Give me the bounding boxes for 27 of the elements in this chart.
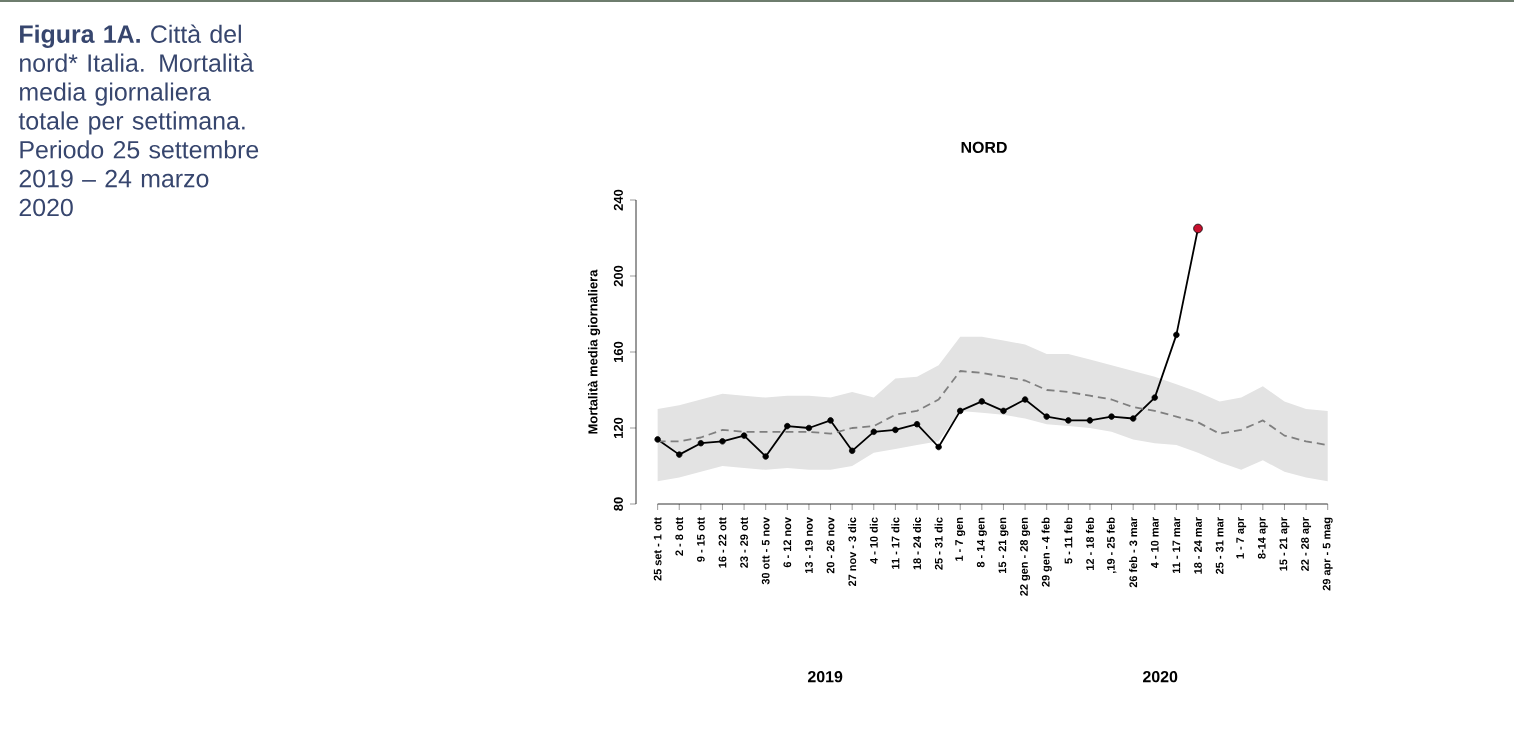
- point: [719, 438, 726, 445]
- point: [805, 424, 813, 432]
- point: [892, 426, 899, 434]
- point: [978, 398, 986, 405]
- point: [1129, 415, 1137, 422]
- point: [740, 432, 748, 439]
- point: [1151, 394, 1158, 401]
- point: [1193, 223, 1203, 234]
- point: [957, 407, 964, 415]
- point: [1108, 413, 1115, 420]
- point: [913, 421, 921, 428]
- point: [1043, 413, 1050, 420]
- point: [870, 428, 877, 435]
- point: [762, 453, 769, 460]
- point: [1000, 407, 1007, 415]
- point: [1173, 331, 1180, 339]
- point: [827, 417, 834, 424]
- point: [784, 422, 791, 430]
- point: [1065, 417, 1072, 424]
- text: Figura 1A. Città del nord* Italia. Mortalità media giornaliera totale per settimana. Periodo 25 settembre 2019 – 24 marzo 2020: [18, 24, 259, 217]
- point: [676, 451, 683, 458]
- point: [697, 440, 705, 447]
- point: [935, 443, 942, 451]
- point: [1021, 396, 1029, 403]
- point: [1086, 417, 1094, 424]
- point: [848, 447, 856, 454]
- point: [654, 436, 661, 443]
